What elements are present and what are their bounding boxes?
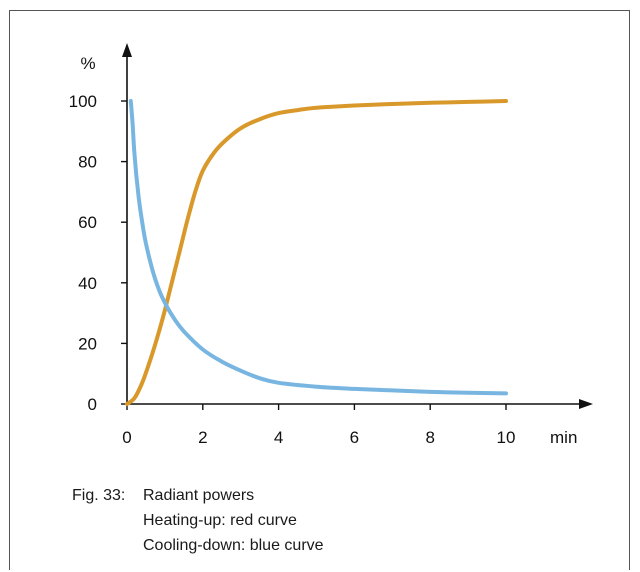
cooling-curve bbox=[128, 99, 508, 396]
x-tick-label: 10 bbox=[497, 428, 516, 447]
figure-frame: 0 20 40 60 80 100 0 2 4 6 8 10 % min Fig. 33: Radia… bbox=[9, 10, 630, 570]
x-axis-unit: min bbox=[550, 428, 577, 447]
caption-line: Cooling-down: blue curve bbox=[143, 537, 324, 554]
y-tick-label: 60 bbox=[78, 213, 97, 232]
line-chart: 0 20 40 60 80 100 0 2 4 6 8 10 % min bbox=[69, 43, 593, 447]
x-tick-label: 6 bbox=[350, 428, 359, 447]
figure-caption: Fig. 33: Radiant powers Heating-up: red … bbox=[72, 483, 324, 558]
heating-curve bbox=[125, 99, 508, 406]
caption-line: Radiant powers bbox=[143, 487, 255, 504]
y-tick-label: 80 bbox=[78, 153, 97, 172]
y-tick-label: 20 bbox=[78, 334, 97, 353]
y-tick-label: 40 bbox=[78, 274, 97, 293]
x-tick-label: 4 bbox=[274, 428, 283, 447]
x-tick-label: 8 bbox=[425, 428, 434, 447]
x-tick-label: 0 bbox=[122, 428, 131, 447]
axes: 0 20 40 60 80 100 0 2 4 6 8 10 bbox=[69, 43, 593, 447]
series-layer bbox=[125, 99, 508, 406]
y-tick-label: 100 bbox=[69, 92, 97, 111]
y-tick-label: 0 bbox=[88, 395, 97, 414]
caption-label: Fig. 33: bbox=[72, 487, 126, 504]
y-axis-unit: % bbox=[80, 54, 95, 73]
y-axis-arrow bbox=[122, 43, 132, 57]
x-tick-label: 2 bbox=[198, 428, 207, 447]
x-axis-arrow bbox=[579, 399, 593, 409]
caption-line: Heating-up: red curve bbox=[143, 512, 297, 529]
